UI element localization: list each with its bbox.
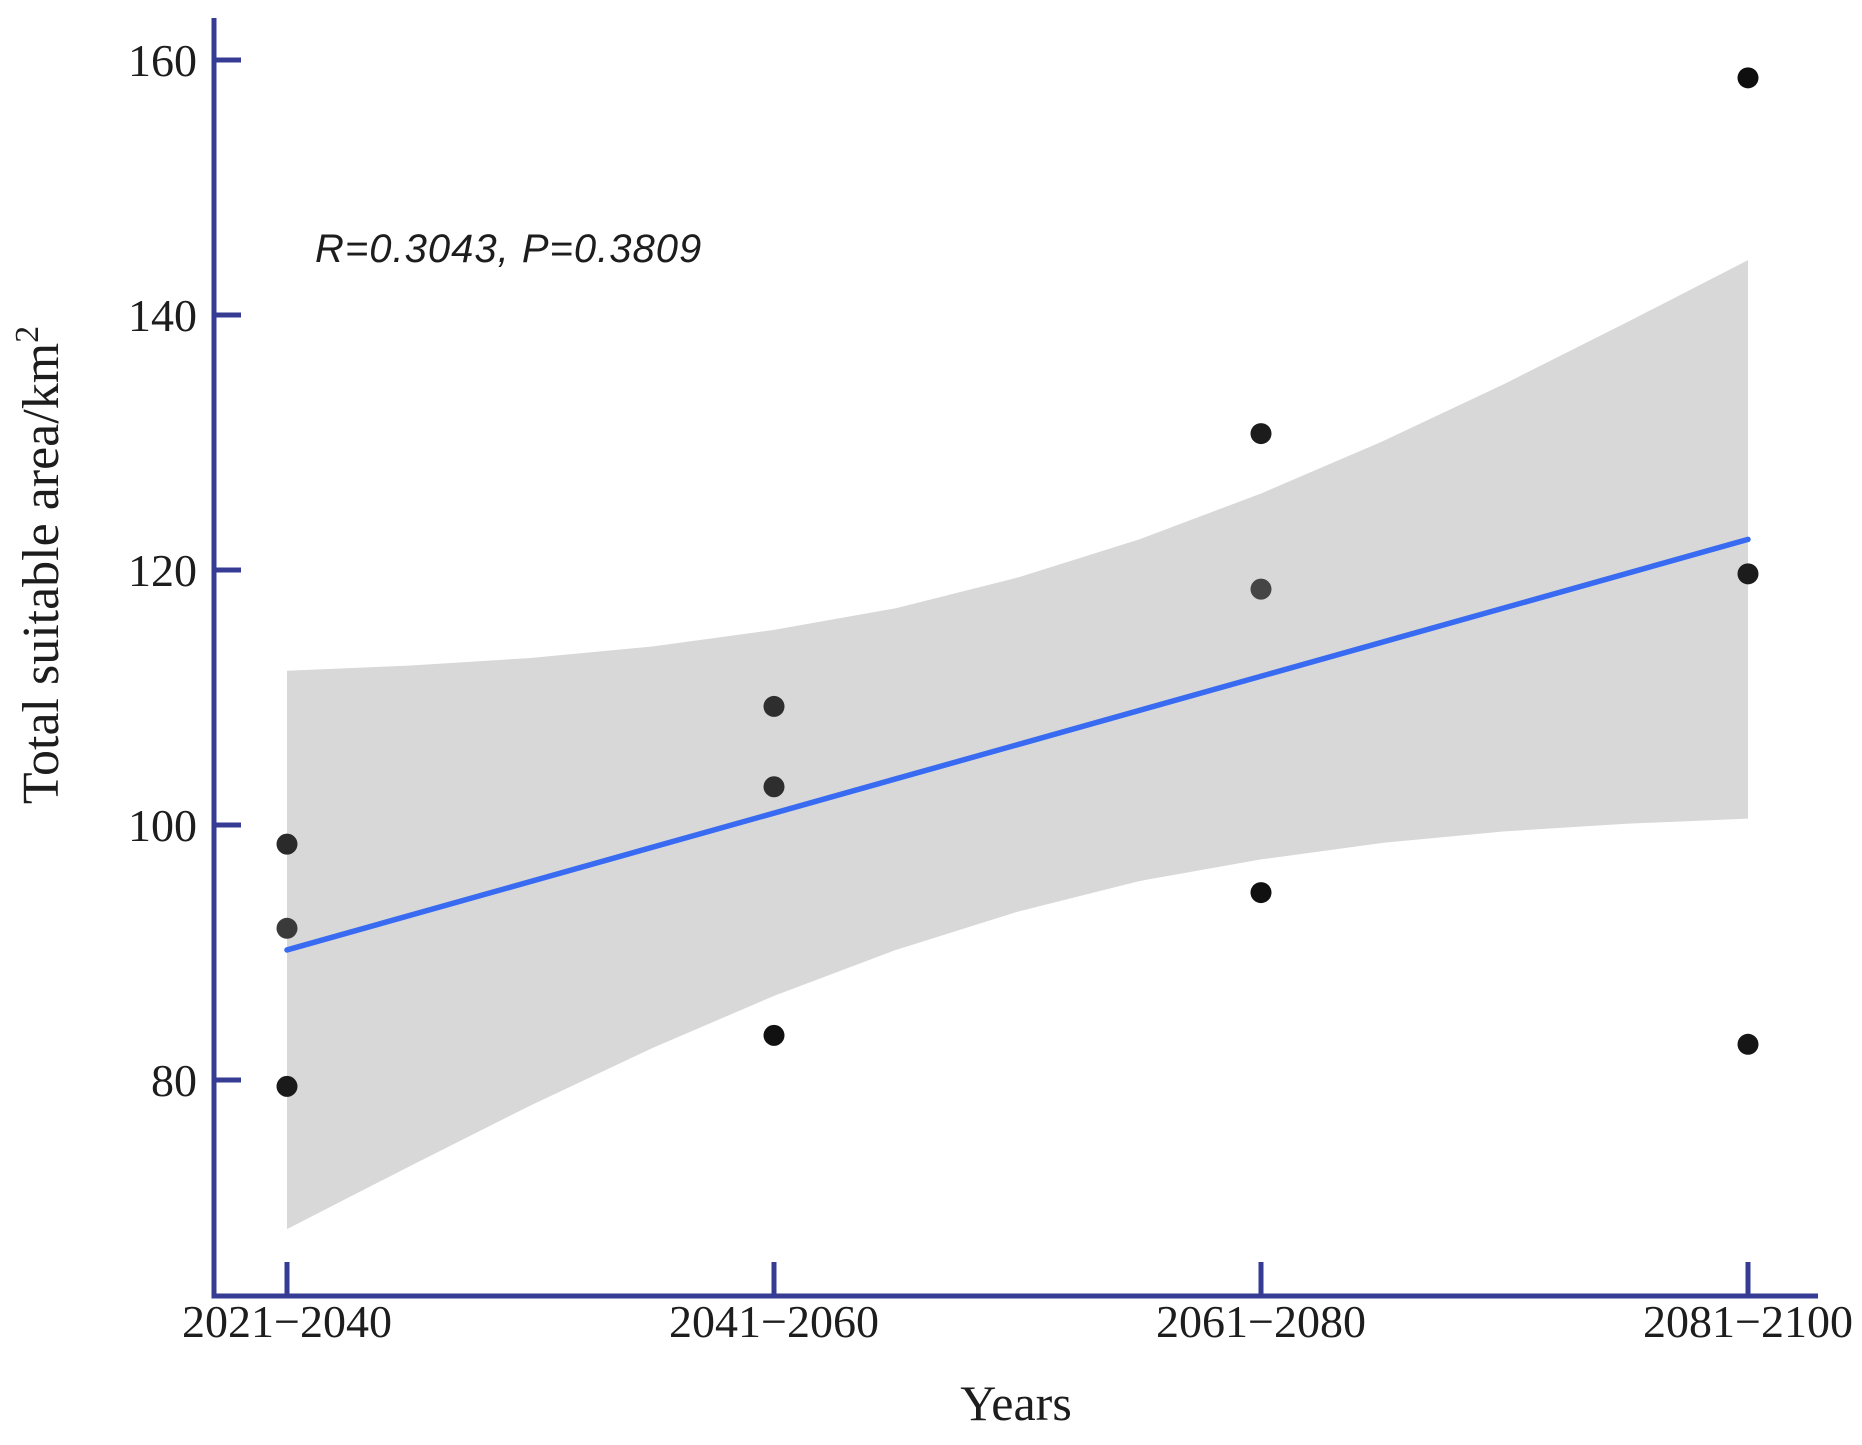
data-point bbox=[763, 776, 785, 798]
data-point bbox=[1737, 1033, 1759, 1055]
data-point bbox=[1250, 578, 1272, 600]
x-tick-label: 2041−2060 bbox=[669, 1296, 879, 1347]
x-axis-title: Years bbox=[960, 1375, 1072, 1431]
correlation-annotation: R=0.3043, P=0.3809 bbox=[315, 227, 702, 271]
y-axis-title: Total suitable area/km2 bbox=[9, 326, 70, 804]
y-tick-label: 120 bbox=[128, 545, 197, 596]
x-tick-label: 2021−2040 bbox=[182, 1296, 392, 1347]
data-point bbox=[763, 1024, 785, 1046]
data-points bbox=[276, 67, 1759, 1097]
y-axis-title-superscript: 2 bbox=[9, 326, 46, 343]
data-point bbox=[1737, 67, 1759, 89]
x-tick-label: 2061−2080 bbox=[1156, 1296, 1366, 1347]
y-tick-label: 80 bbox=[151, 1055, 197, 1106]
data-point bbox=[276, 917, 298, 939]
data-point bbox=[276, 1075, 298, 1097]
regression-line-path bbox=[284, 536, 1751, 953]
data-point bbox=[1250, 882, 1272, 904]
data-point bbox=[276, 833, 298, 855]
axis-ticks: 80 100 120 140 160 2021−2040 2041−2060 2061−208… bbox=[128, 35, 1853, 1347]
data-point bbox=[1250, 423, 1272, 445]
axes bbox=[211, 18, 1818, 1299]
x-tick-label: 2081−2100 bbox=[1643, 1296, 1853, 1347]
y-axis-title-text: Total suitable area/km bbox=[13, 343, 70, 804]
data-point bbox=[763, 695, 785, 717]
y-tick-label: 160 bbox=[128, 35, 197, 86]
y-tick-label: 140 bbox=[128, 290, 197, 341]
y-tick-label: 100 bbox=[128, 800, 197, 851]
data-point bbox=[1737, 563, 1759, 585]
regression-line bbox=[284, 536, 1751, 953]
